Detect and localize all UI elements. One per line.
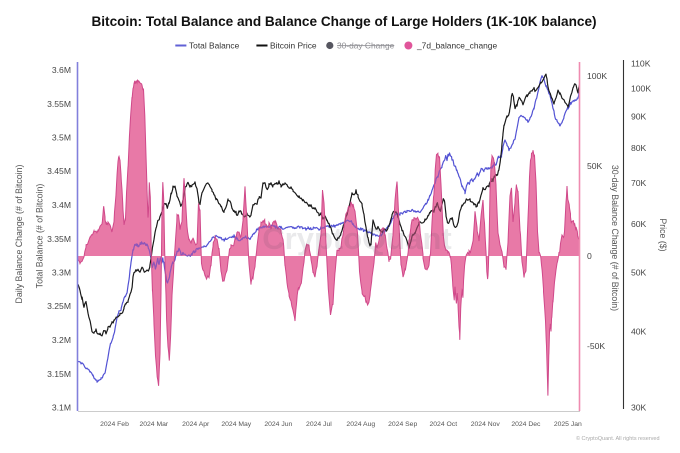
svg-text:Bitcoin: Total Balance and Bal: Bitcoin: Total Balance and Balance Chang…: [91, 14, 596, 29]
svg-text:2024 Sep: 2024 Sep: [388, 421, 417, 428]
svg-text:3.55M: 3.55M: [47, 99, 71, 109]
svg-text:30-day Balance Change (# of Bi: 30-day Balance Change (# of Bitcoin): [610, 165, 620, 311]
svg-text:3.15M: 3.15M: [47, 369, 71, 379]
svg-text:CryptoQuant: CryptoQuant: [262, 221, 451, 256]
svg-text:Total Balance: Total Balance: [189, 40, 240, 50]
svg-text:3.3M: 3.3M: [52, 268, 71, 278]
svg-text:-50K: -50K: [587, 341, 605, 351]
svg-text:100K: 100K: [631, 84, 651, 94]
svg-text:110K: 110K: [631, 59, 651, 69]
svg-text:Price ($): Price ($): [658, 218, 668, 251]
svg-text:70K: 70K: [631, 178, 647, 188]
svg-text:© CryptoQuant. All rights rese: © CryptoQuant. All rights reserved: [576, 435, 660, 442]
svg-text:3.4M: 3.4M: [52, 200, 71, 210]
svg-text:Bitcoin Price: Bitcoin Price: [270, 40, 317, 50]
svg-text:0: 0: [587, 251, 592, 261]
svg-text:Daily Balance Change (# of Bit: Daily Balance Change (# of Bitcoin): [14, 164, 24, 303]
svg-text:3.1M: 3.1M: [52, 403, 71, 413]
svg-text:60K: 60K: [631, 219, 647, 229]
svg-text:40K: 40K: [631, 327, 647, 337]
svg-text:2024 Dec: 2024 Dec: [511, 421, 541, 428]
svg-text:2024 Nov: 2024 Nov: [471, 421, 501, 428]
svg-text:100K: 100K: [587, 71, 607, 81]
svg-text:2024 Mar: 2024 Mar: [139, 421, 168, 428]
svg-text:80K: 80K: [631, 143, 647, 153]
svg-text:_7d_balance_change: _7d_balance_change: [416, 40, 497, 50]
svg-text:50K: 50K: [587, 161, 603, 171]
svg-text:2024 Aug: 2024 Aug: [346, 421, 375, 428]
svg-text:2024 Jun: 2024 Jun: [264, 421, 292, 428]
svg-text:3.2M: 3.2M: [52, 335, 71, 345]
svg-text:3.5M: 3.5M: [52, 133, 71, 143]
svg-text:2024 Jul: 2024 Jul: [306, 421, 332, 428]
svg-text:2024 Oct: 2024 Oct: [430, 421, 458, 428]
svg-text:3.25M: 3.25M: [47, 301, 71, 311]
svg-text:2024 Apr: 2024 Apr: [182, 421, 210, 428]
svg-text:2025 Jan: 2025 Jan: [554, 421, 582, 428]
svg-text:3.45M: 3.45M: [47, 166, 71, 176]
svg-text:50K: 50K: [631, 267, 647, 277]
svg-text:3.35M: 3.35M: [47, 234, 71, 244]
svg-text:90K: 90K: [631, 112, 647, 122]
svg-text:3.6M: 3.6M: [52, 65, 71, 75]
svg-text:30K: 30K: [631, 403, 647, 413]
svg-text:30-day Change: 30-day Change: [337, 40, 395, 50]
svg-text:2024 Feb: 2024 Feb: [100, 421, 129, 428]
svg-text:2024 May: 2024 May: [221, 421, 251, 428]
svg-text:Total Balance (# of Bitcoin): Total Balance (# of Bitcoin): [35, 184, 45, 289]
